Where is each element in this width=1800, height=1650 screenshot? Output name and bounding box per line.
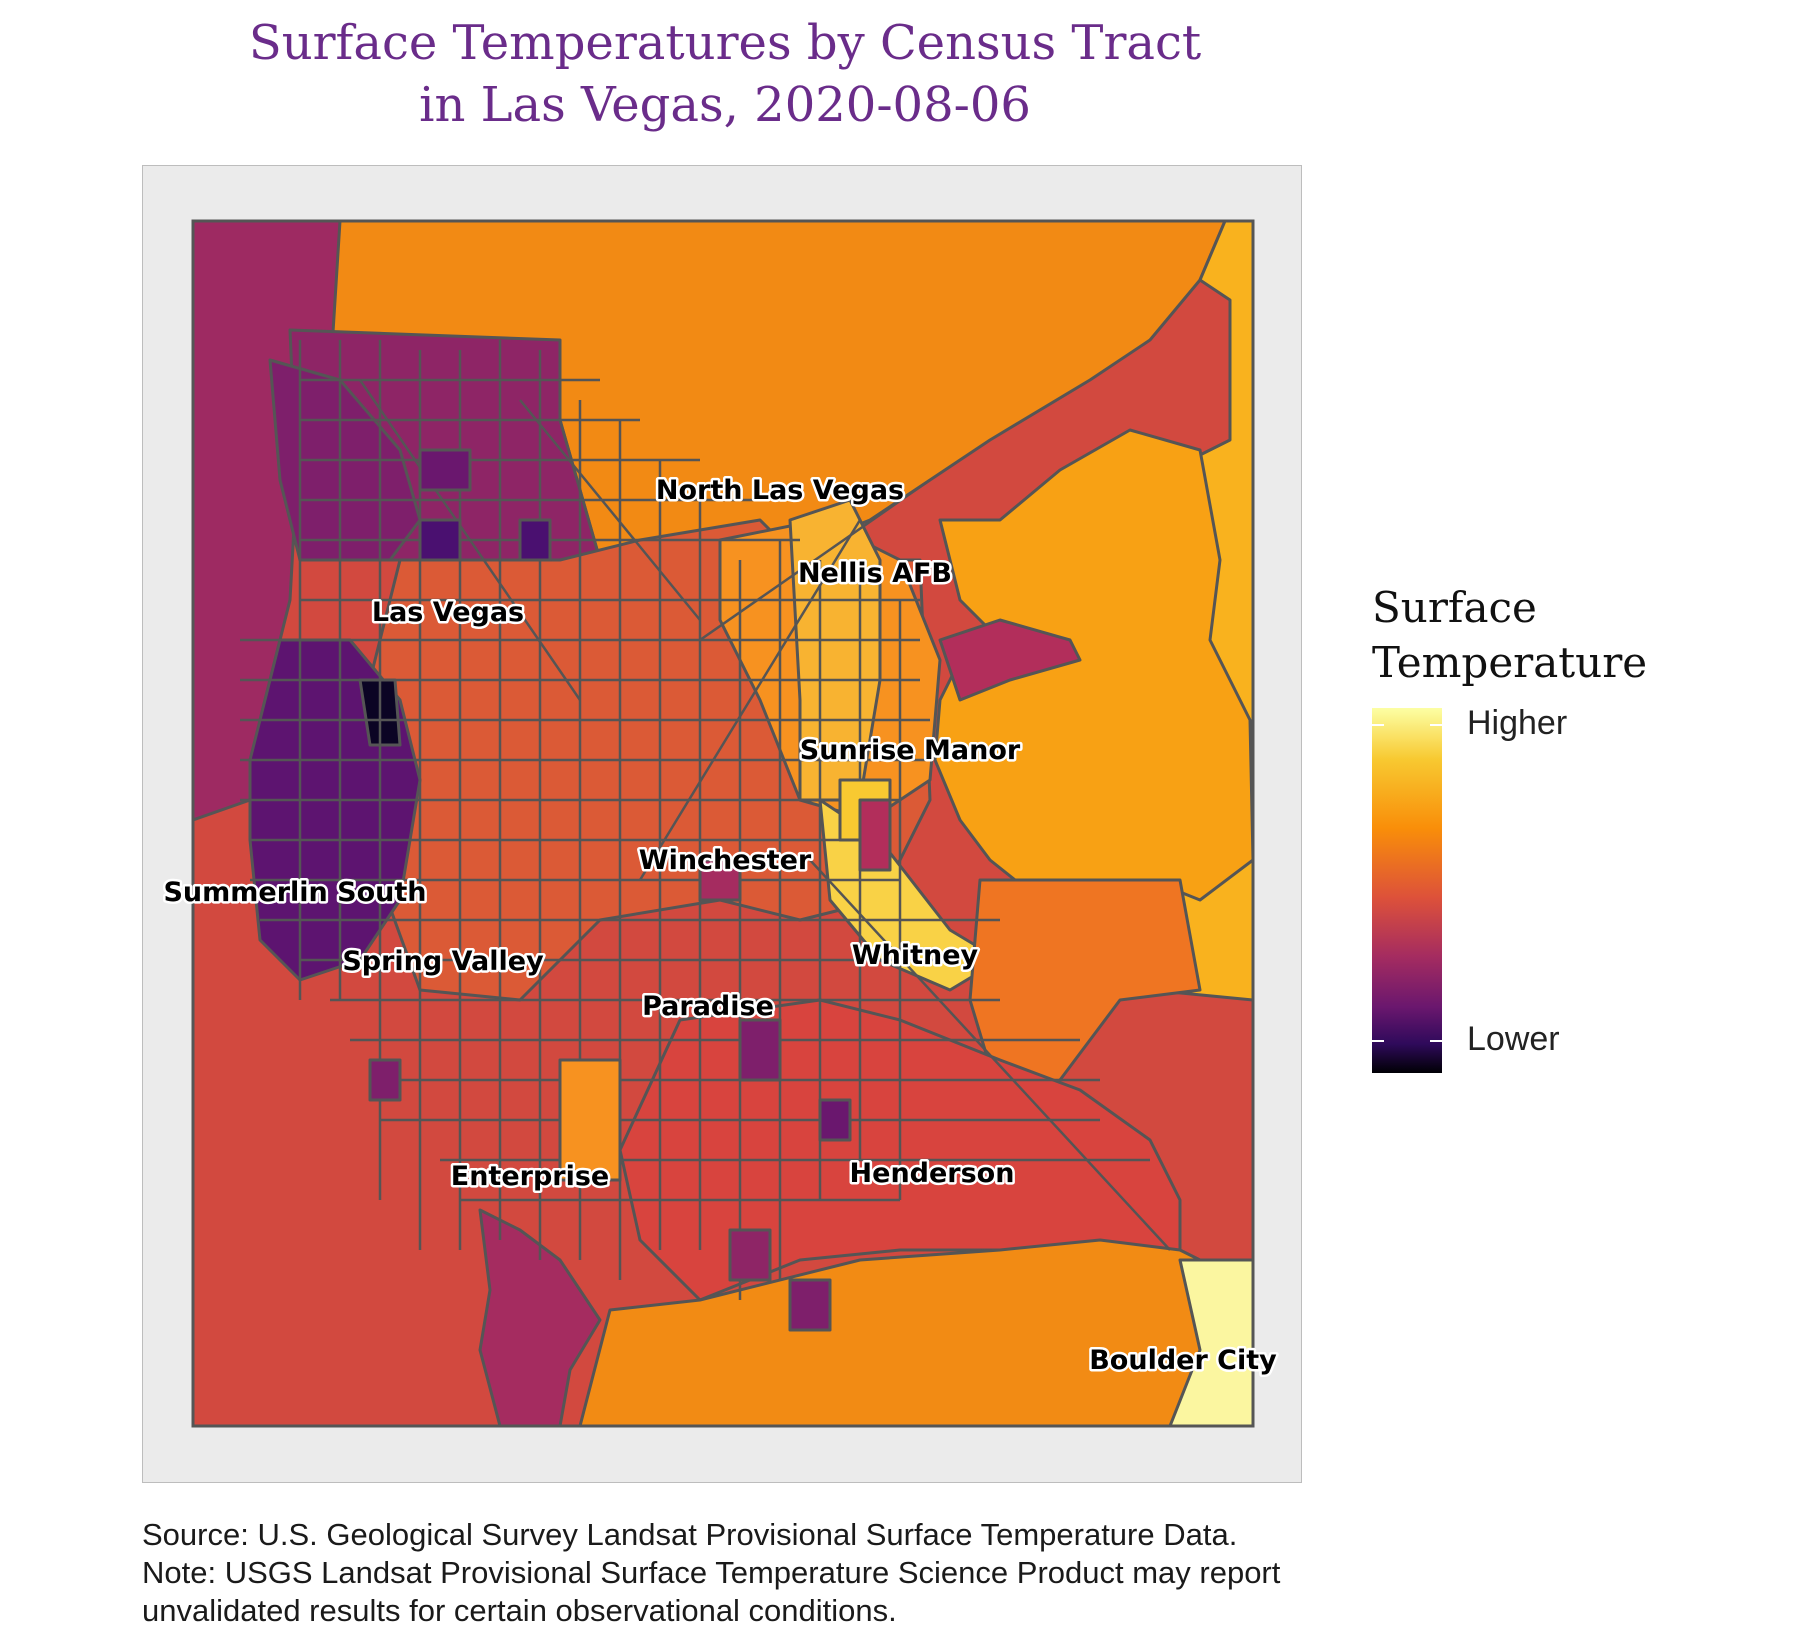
source-caption: Source: U.S. Geological Survey Landsat P… bbox=[142, 1516, 1762, 1630]
legend-tick-high-right bbox=[1430, 724, 1442, 726]
caption-note-line-2: unvalidated results for certain observat… bbox=[142, 1593, 897, 1628]
region-east-tracts bbox=[968, 878, 1202, 1102]
label-las-vegas: Las Vegas bbox=[372, 597, 524, 628]
label-whitney: Whitney bbox=[852, 940, 979, 971]
label-paradise: Paradise bbox=[642, 991, 774, 1022]
tract-southwest-cool bbox=[368, 1058, 402, 1102]
tract-nw-cool-2 bbox=[518, 518, 552, 562]
legend-color-bar bbox=[1372, 708, 1442, 1073]
tract-enterprise-hot bbox=[558, 1058, 622, 1182]
legend-title-line-2: Temperature bbox=[1372, 638, 1648, 687]
legend-high-label: Higher bbox=[1467, 704, 1568, 742]
tract-henderson-cool bbox=[818, 1098, 852, 1142]
map-frame bbox=[191, 219, 1255, 1428]
tract-nw-cool bbox=[418, 518, 462, 562]
legend-tick-high-left bbox=[1372, 724, 1384, 726]
title-line-1: Surface Temperatures by Census Tract bbox=[248, 15, 1202, 71]
label-winchester: Winchester bbox=[639, 845, 812, 876]
tract-sunrise-cool bbox=[858, 798, 892, 872]
caption-note-line-1: Note: USGS Landsat Provisional Surface T… bbox=[142, 1555, 1281, 1590]
map-title: Surface Temperatures by Census Tract in … bbox=[0, 12, 1450, 136]
legend-tick-low-left bbox=[1372, 1040, 1384, 1042]
legend-title: Surface Temperature bbox=[1372, 580, 1647, 690]
region-boulder-city bbox=[1168, 1258, 1253, 1426]
region-sunrise-park bbox=[938, 618, 1082, 702]
label-boulder-city: Boulder City bbox=[1089, 1345, 1277, 1376]
region-east-hot bbox=[788, 498, 882, 802]
tract-winchester-cool bbox=[698, 858, 742, 902]
label-henderson: Henderson bbox=[850, 1158, 1015, 1189]
tract-nw-cool-3 bbox=[418, 448, 472, 492]
label-north-las-vegas: North Las Vegas bbox=[656, 475, 904, 506]
tract-paradise-cool bbox=[738, 1018, 782, 1082]
caption-source: Source: U.S. Geological Survey Landsat P… bbox=[142, 1517, 1238, 1552]
legend-title-line-1: Surface bbox=[1372, 583, 1537, 632]
label-spring-valley: Spring Valley bbox=[342, 946, 544, 977]
label-sunrise-manor: Sunrise Manor bbox=[800, 735, 1021, 766]
title-line-2: in Las Vegas, 2020-08-06 bbox=[419, 77, 1031, 133]
label-enterprise: Enterprise bbox=[451, 1161, 609, 1192]
tract-henderson-cool-2 bbox=[728, 1228, 772, 1282]
legend-low-label: Lower bbox=[1467, 1020, 1560, 1058]
legend-tick-low-right bbox=[1430, 1040, 1442, 1042]
label-summerlin-south: Summerlin South bbox=[163, 877, 426, 908]
tract-henderson-cool-3 bbox=[788, 1278, 832, 1332]
label-nellis-afb: Nellis AFB bbox=[798, 558, 952, 589]
color-legend: Surface Temperature Higher Lower bbox=[1372, 580, 1772, 1080]
